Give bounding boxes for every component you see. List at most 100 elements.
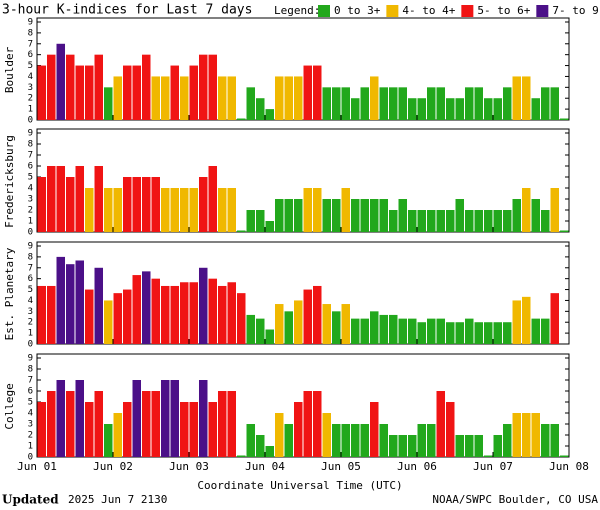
bar bbox=[180, 76, 189, 120]
bar bbox=[256, 98, 265, 120]
bar bbox=[56, 256, 65, 344]
bar bbox=[284, 311, 293, 344]
bar bbox=[446, 98, 455, 120]
y-tick-label: 0 bbox=[28, 453, 33, 463]
y-tick-label: 7 bbox=[28, 39, 33, 49]
y-tick-label: 5 bbox=[28, 285, 33, 295]
bar bbox=[436, 87, 445, 120]
bar bbox=[132, 380, 141, 457]
bar bbox=[218, 76, 227, 120]
bar bbox=[313, 391, 322, 457]
bar bbox=[436, 318, 445, 344]
bar bbox=[493, 210, 502, 232]
bar bbox=[313, 188, 322, 232]
bar bbox=[446, 322, 455, 344]
bar bbox=[94, 54, 103, 120]
y-tick-label: 4 bbox=[28, 296, 33, 306]
chart-title: 3-hour K-indices for Last 7 days bbox=[2, 3, 252, 18]
bar bbox=[246, 424, 255, 457]
bar bbox=[56, 380, 65, 457]
legend-label: 5- to 6+ bbox=[477, 4, 530, 17]
bar bbox=[522, 296, 531, 344]
bar bbox=[503, 424, 512, 457]
bar bbox=[208, 166, 217, 232]
bar bbox=[427, 210, 436, 232]
bar bbox=[303, 391, 312, 457]
bar bbox=[132, 177, 141, 232]
bar bbox=[132, 65, 141, 120]
bar bbox=[66, 264, 75, 344]
bar bbox=[351, 199, 360, 232]
legend-label: 7- to 9 bbox=[552, 4, 598, 17]
bar bbox=[417, 424, 426, 457]
panel-frame bbox=[36, 17, 570, 121]
bar bbox=[550, 293, 559, 344]
y-tick-label: 6 bbox=[28, 162, 33, 172]
bar bbox=[465, 318, 474, 344]
bar bbox=[142, 54, 151, 120]
bar bbox=[379, 199, 388, 232]
bar bbox=[94, 267, 103, 344]
bar bbox=[351, 318, 360, 344]
legend-label: 0 to 3+ bbox=[334, 4, 381, 17]
bar bbox=[294, 300, 303, 344]
x-axis-label: Coordinate Universal Time (UTC) bbox=[197, 479, 402, 492]
bar bbox=[379, 424, 388, 457]
bar bbox=[265, 221, 274, 232]
bar bbox=[531, 318, 540, 344]
y-tick-label: 0 bbox=[28, 228, 33, 238]
bar bbox=[199, 54, 208, 120]
bar bbox=[85, 65, 94, 120]
y-tick-label: 8 bbox=[28, 365, 33, 375]
bar bbox=[417, 98, 426, 120]
y-tick-label: 5 bbox=[28, 398, 33, 408]
bar bbox=[360, 87, 369, 120]
bar bbox=[370, 199, 379, 232]
bar bbox=[455, 199, 464, 232]
bar bbox=[170, 188, 179, 232]
bar bbox=[75, 260, 84, 344]
y-tick-label: 1 bbox=[28, 217, 33, 227]
bar bbox=[237, 293, 246, 344]
bar bbox=[256, 435, 265, 457]
bar bbox=[180, 402, 189, 457]
y-tick-label: 7 bbox=[28, 151, 33, 161]
bar bbox=[237, 230, 246, 232]
bar bbox=[408, 435, 417, 457]
bar bbox=[161, 285, 170, 344]
bar bbox=[104, 300, 113, 344]
bar bbox=[398, 318, 407, 344]
bar bbox=[56, 166, 65, 232]
bar bbox=[85, 188, 94, 232]
bar bbox=[332, 199, 341, 232]
bar bbox=[379, 314, 388, 344]
y-tick-label: 5 bbox=[28, 173, 33, 183]
bar bbox=[142, 271, 151, 344]
bar bbox=[484, 98, 493, 120]
y-tick-label: 7 bbox=[28, 376, 33, 386]
y-tick-label: 9 bbox=[28, 242, 33, 252]
bar bbox=[474, 435, 483, 457]
bar bbox=[275, 413, 284, 457]
bar bbox=[208, 278, 217, 344]
bar bbox=[37, 402, 46, 457]
bar bbox=[123, 65, 132, 120]
y-tick-label: 8 bbox=[28, 28, 33, 38]
bar bbox=[227, 76, 236, 120]
bar bbox=[303, 65, 312, 120]
bar bbox=[360, 318, 369, 344]
bar bbox=[275, 199, 284, 232]
bar bbox=[75, 65, 84, 120]
bar bbox=[417, 210, 426, 232]
bar bbox=[123, 402, 132, 457]
bar bbox=[436, 210, 445, 232]
bar bbox=[541, 318, 550, 344]
bar bbox=[436, 391, 445, 457]
panel-frame bbox=[36, 241, 570, 345]
bar bbox=[170, 285, 179, 344]
bar bbox=[522, 188, 531, 232]
bar bbox=[294, 76, 303, 120]
bar bbox=[151, 391, 160, 457]
bar bbox=[341, 424, 350, 457]
